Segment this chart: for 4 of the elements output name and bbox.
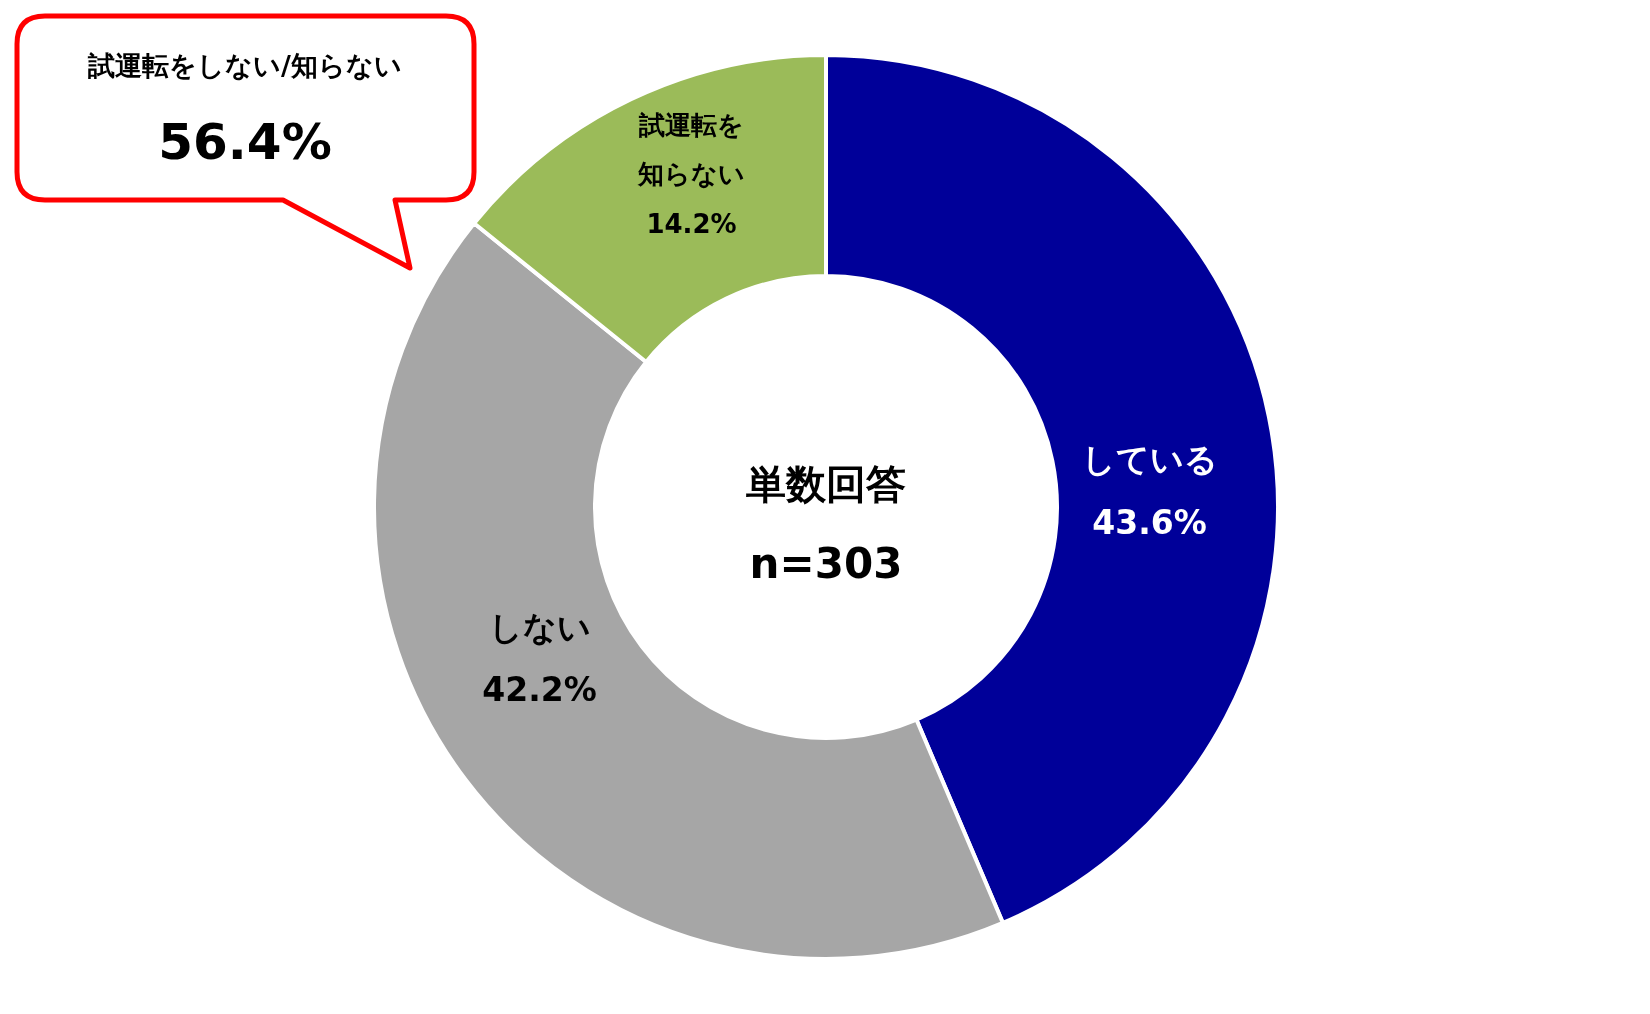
- annotation: 単数回答: [746, 461, 906, 507]
- annotation: n=303: [749, 538, 903, 588]
- annotation: 試運転をしない/知らない: [88, 49, 402, 81]
- annotation: 56.4%: [158, 113, 332, 171]
